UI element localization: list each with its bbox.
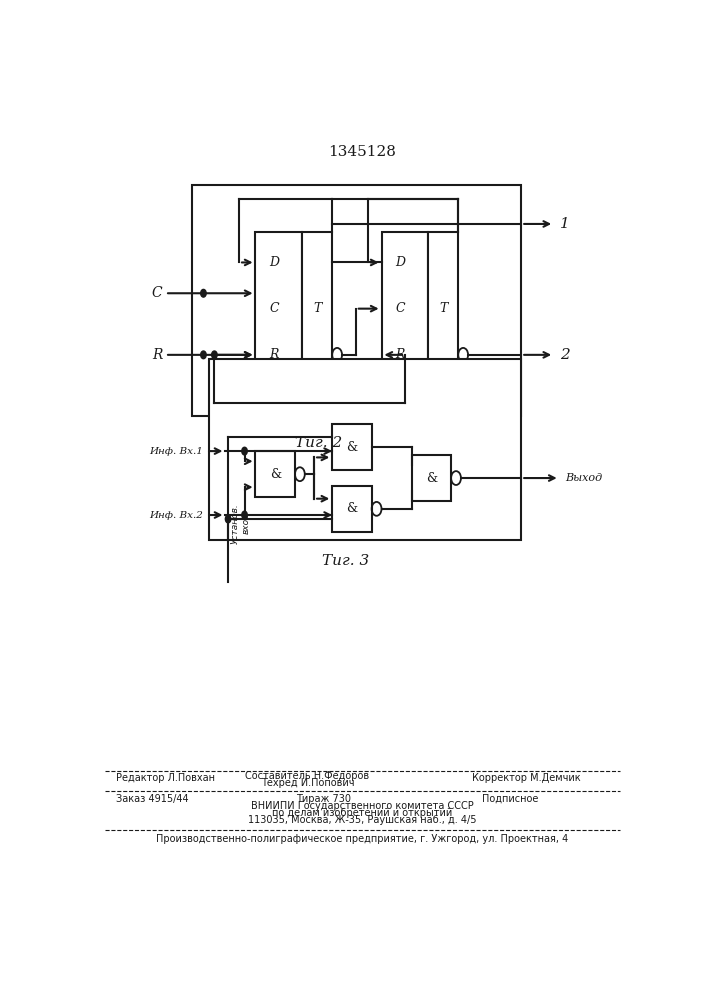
Text: T: T: [313, 302, 321, 315]
Text: Производственно-полиграфическое предприятие, г. Ужгород, ул. Проектная, 4: Производственно-полиграфическое предприя…: [156, 834, 568, 844]
Circle shape: [201, 289, 206, 297]
Circle shape: [242, 447, 247, 455]
Circle shape: [242, 511, 247, 519]
Text: по делам изобретений и открытий: по делам изобретений и открытий: [272, 808, 452, 818]
Bar: [209, 359, 521, 540]
Text: R: R: [269, 348, 279, 361]
Text: D: D: [395, 256, 405, 269]
Text: Инф. Вх.2: Инф. Вх.2: [150, 511, 204, 520]
Bar: [332, 424, 372, 470]
Text: Корректор М.Демчик: Корректор М.Демчик: [472, 773, 581, 783]
Text: &: &: [269, 468, 281, 481]
Bar: [302, 232, 332, 386]
Text: 1: 1: [560, 217, 569, 231]
Bar: [332, 486, 372, 532]
Text: Тираж 730: Тираж 730: [296, 794, 351, 804]
Text: 2: 2: [560, 348, 569, 362]
Text: Τиг. 2: Τиг. 2: [295, 436, 342, 450]
Text: Заказ 4915/44: Заказ 4915/44: [116, 794, 188, 804]
Text: 1345128: 1345128: [328, 145, 397, 159]
Text: R: R: [395, 348, 405, 361]
Text: &: &: [346, 441, 358, 454]
Bar: [428, 232, 458, 386]
Text: ВНИИПИ Государственного комитета СССР: ВНИИПИ Государственного комитета СССР: [251, 801, 474, 811]
Text: Τиг. 3: Τиг. 3: [322, 554, 370, 568]
Bar: [255, 232, 302, 386]
Circle shape: [211, 351, 217, 359]
Bar: [255, 451, 295, 497]
Text: Выход: Выход: [565, 473, 602, 483]
Text: R: R: [152, 348, 163, 362]
Text: C: C: [152, 286, 163, 300]
Text: 113035, Москва, Ж-35, Раушская наб., д. 4/5: 113035, Москва, Ж-35, Раушская наб., д. …: [248, 815, 477, 825]
Text: &: &: [346, 502, 358, 515]
Text: T: T: [439, 302, 448, 315]
Text: C: C: [395, 302, 405, 315]
Text: D: D: [269, 256, 279, 269]
Text: &: &: [426, 472, 437, 485]
Text: Составитель Н.Федоров: Составитель Н.Федоров: [245, 771, 370, 781]
Circle shape: [226, 515, 230, 523]
Text: Подписное: Подписное: [482, 794, 539, 804]
Text: C: C: [269, 302, 279, 315]
Bar: [192, 185, 521, 416]
Bar: [411, 455, 451, 501]
Text: Установ.
вход: Установ. вход: [231, 503, 250, 544]
Text: Редактор Л.Повхан: Редактор Л.Повхан: [116, 773, 215, 783]
Text: Техред И.Попович: Техред И.Попович: [261, 778, 354, 788]
Bar: [382, 232, 428, 386]
Text: Инф. Вх.1: Инф. Вх.1: [150, 447, 204, 456]
Circle shape: [201, 351, 206, 359]
